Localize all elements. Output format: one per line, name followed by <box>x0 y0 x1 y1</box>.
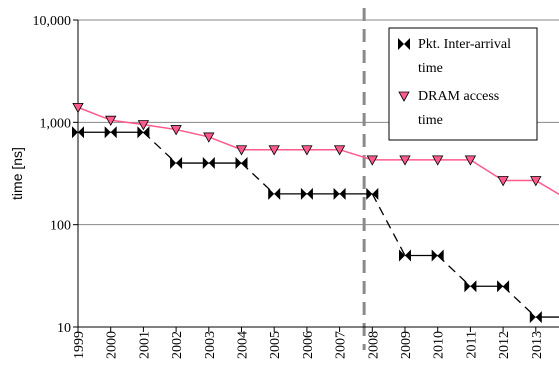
triangle-marker <box>203 132 215 143</box>
y-tick-label: 10,000 <box>33 14 72 29</box>
bowtie-marker <box>104 126 111 139</box>
triangle-marker <box>333 145 346 156</box>
x-tick-label: 2004 <box>236 331 251 359</box>
legend: Pkt. Inter-arrival time DRAM access time <box>388 27 538 141</box>
bowtie-marker <box>137 126 144 139</box>
bowtie-marker <box>268 187 275 200</box>
bowtie-marker <box>405 249 411 262</box>
triangle-marker <box>137 120 150 131</box>
bowtie-marker <box>241 157 248 170</box>
series-0 <box>72 126 559 324</box>
x-tick-label: 2006 <box>301 331 316 359</box>
x-tick-labels: 1999 2000 2001 2002 2003 2004 2005 2006 2007 2008… <box>72 331 545 359</box>
triangle-marker <box>432 155 444 166</box>
x-tick-label: 2001 <box>137 331 152 359</box>
x-tick-label: 2007 <box>334 331 349 359</box>
series-1 <box>72 102 559 196</box>
axes <box>73 19 559 332</box>
bowtie-marker <box>372 187 379 200</box>
triangle-marker <box>398 91 410 102</box>
y-tick-label: 1,000 <box>40 116 72 131</box>
x-tick-label: 2002 <box>170 331 185 359</box>
triangle-marker <box>464 155 477 166</box>
x-tick-label: 2000 <box>105 331 120 359</box>
legend-label: Pkt. Inter-arrival <box>418 37 511 52</box>
bowtie-marker <box>306 187 313 200</box>
x-tick-label: 2008 <box>366 331 381 359</box>
bowtie-marker <box>78 126 84 139</box>
bowtie-marker <box>503 280 510 293</box>
triangle-marker <box>170 125 182 136</box>
y-axis-label: time [ns] <box>9 147 25 200</box>
x-tick-label: 2011 <box>464 331 479 358</box>
legend-label: time <box>418 61 443 76</box>
bowtie-marker <box>464 280 471 293</box>
y-tick-label: 100 <box>50 219 71 234</box>
series-segment <box>371 193 406 256</box>
bowtie-marker <box>529 311 536 324</box>
bowtie-marker <box>202 157 209 170</box>
series-line <box>77 106 559 196</box>
bowtie-marker <box>208 157 215 170</box>
triangle-marker <box>399 155 411 166</box>
bowtie-marker <box>176 157 183 170</box>
triangle-marker <box>105 115 117 126</box>
series-group <box>72 102 559 324</box>
triangle-marker <box>366 155 378 166</box>
bowtie-marker <box>110 126 117 139</box>
bowtie-marker <box>300 187 307 200</box>
x-tick-label: 2005 <box>268 331 283 359</box>
bowtie-marker <box>398 38 404 50</box>
bowtie-marker <box>170 157 177 170</box>
bowtie-marker <box>497 280 504 293</box>
x-tick-label: 2013 <box>530 331 545 359</box>
legend-label: time <box>418 113 443 128</box>
bowtie-marker <box>235 157 242 170</box>
bowtie-marker <box>333 187 340 200</box>
bowtie-marker <box>72 126 78 139</box>
bowtie-marker <box>339 187 346 200</box>
legend-box <box>388 27 538 141</box>
bowtie-marker <box>437 249 444 262</box>
triangle-marker <box>72 102 84 114</box>
triangle-marker <box>497 176 509 187</box>
y-tick-label: 10 <box>57 321 71 336</box>
bowtie-marker <box>399 249 405 262</box>
y-tick-labels: 10,000 1,000 100 10 <box>33 14 72 336</box>
x-tick-label: 2003 <box>203 331 218 359</box>
x-tick-label: 2009 <box>399 331 414 359</box>
x-tick-label: 1999 <box>72 331 87 359</box>
triangle-marker <box>301 145 313 156</box>
triangle-marker <box>235 145 248 156</box>
bowtie-marker <box>143 126 150 139</box>
bowtie-marker <box>274 187 281 200</box>
triangle-marker <box>530 176 542 187</box>
bowtie-marker <box>404 38 410 50</box>
triangle-marker <box>268 145 280 156</box>
bowtie-marker <box>431 249 438 262</box>
legend-label: DRAM access <box>418 89 499 104</box>
bowtie-marker <box>470 280 477 293</box>
x-tick-label: 2012 <box>497 331 512 359</box>
bowtie-marker <box>535 311 542 324</box>
x-tick-label: 2010 <box>432 331 447 359</box>
bowtie-marker <box>366 187 373 200</box>
